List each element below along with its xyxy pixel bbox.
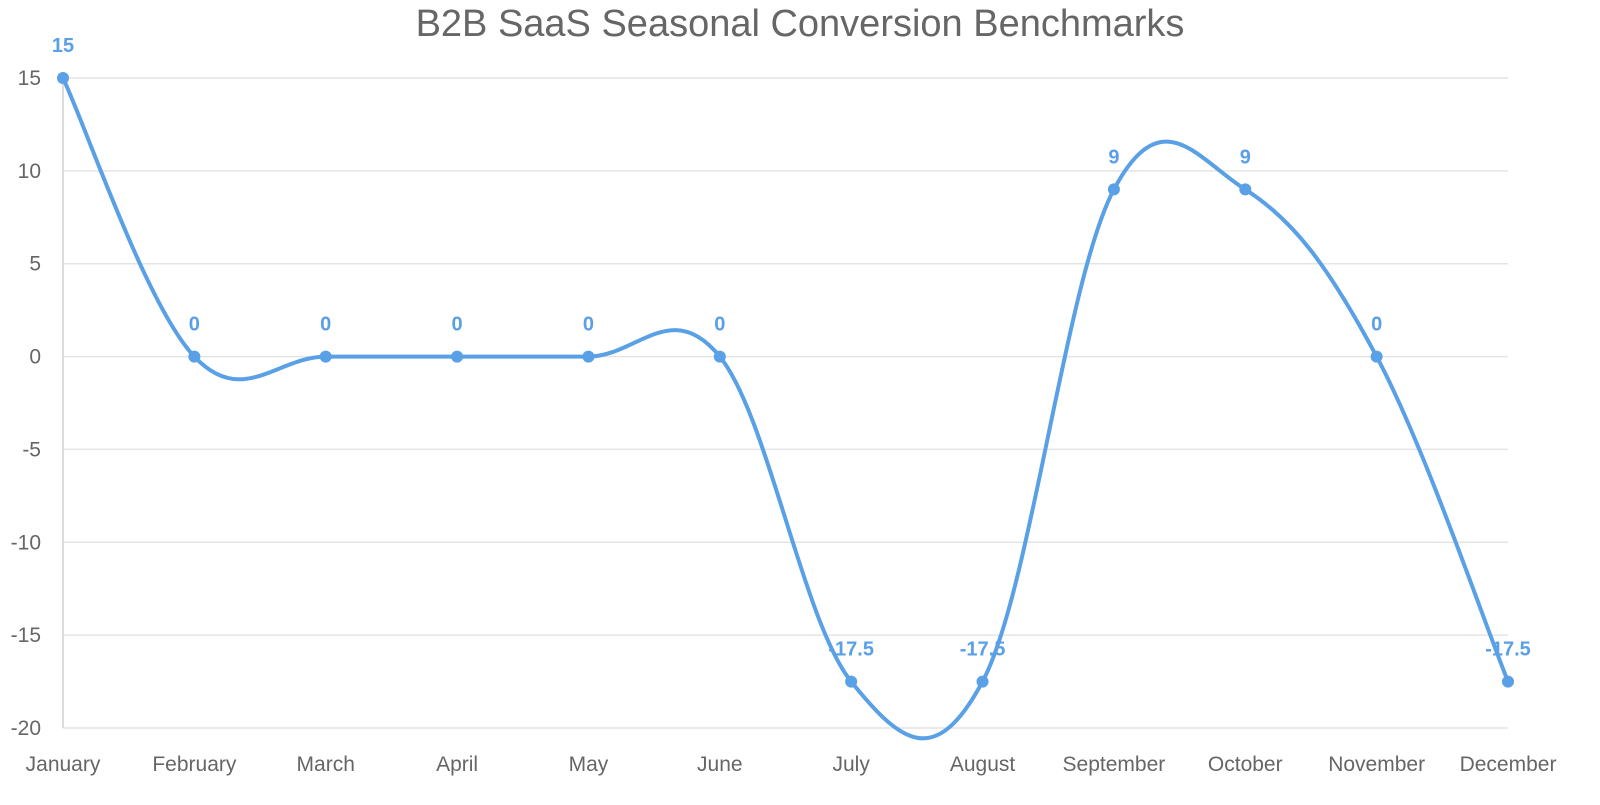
x-tick-label: June bbox=[697, 753, 743, 776]
data-point[interactable] bbox=[1502, 675, 1514, 688]
x-tick-label: January bbox=[26, 753, 101, 776]
x-tick-label: May bbox=[569, 753, 609, 776]
data-label: 0 bbox=[1371, 314, 1382, 336]
y-tick-label: -15 bbox=[11, 624, 41, 647]
data-point[interactable] bbox=[582, 350, 595, 363]
data-label: -17.5 bbox=[828, 639, 874, 661]
data-label: 0 bbox=[714, 314, 725, 336]
series-line bbox=[61, 76, 1510, 741]
data-point[interactable] bbox=[1370, 350, 1383, 363]
y-tick-label: 10 bbox=[18, 160, 41, 183]
data-labels: 15 0 0 0 0 0 -17.5 -17.5 9 9 0 -17.5 bbox=[52, 35, 1531, 661]
y-tick-label: 5 bbox=[29, 253, 41, 276]
y-tick-label: -5 bbox=[22, 438, 41, 461]
x-tick-label: September bbox=[1063, 753, 1166, 776]
x-tick-label: August bbox=[950, 753, 1016, 776]
x-tick-label: November bbox=[1328, 753, 1425, 776]
x-tick-label: December bbox=[1460, 753, 1557, 776]
data-label: 9 bbox=[1240, 146, 1251, 168]
series-layer bbox=[61, 76, 1510, 741]
data-point[interactable] bbox=[188, 350, 201, 363]
data-point[interactable] bbox=[1239, 183, 1252, 196]
data-point[interactable] bbox=[319, 350, 332, 363]
y-tick-label: -20 bbox=[11, 717, 41, 740]
y-tick-label: 15 bbox=[18, 67, 41, 90]
data-point[interactable] bbox=[976, 675, 989, 688]
x-tick-label: February bbox=[152, 753, 237, 776]
y-tick-label: -10 bbox=[11, 531, 41, 554]
y-tick-label: 0 bbox=[29, 346, 41, 369]
data-point[interactable] bbox=[1107, 183, 1120, 196]
y-axis-ticks: 15 10 5 0 -5 -10 -15 -20 bbox=[11, 67, 41, 740]
data-label: 15 bbox=[52, 35, 74, 57]
data-points bbox=[57, 72, 1514, 688]
chart-title: B2B SaaS Seasonal Conversion Benchmarks bbox=[416, 3, 1185, 45]
data-point[interactable] bbox=[451, 350, 464, 363]
data-label: -17.5 bbox=[1485, 639, 1531, 661]
x-axis-ticks: January February March April May June July Augu… bbox=[26, 753, 1557, 776]
data-label: 0 bbox=[189, 314, 200, 336]
x-tick-label: October bbox=[1208, 753, 1283, 776]
data-point[interactable] bbox=[57, 72, 69, 84]
data-label: -17.5 bbox=[960, 639, 1006, 661]
data-label: 0 bbox=[320, 314, 331, 336]
data-point[interactable] bbox=[713, 350, 726, 363]
data-label: 0 bbox=[583, 314, 594, 336]
data-point[interactable] bbox=[845, 675, 858, 688]
x-tick-label: April bbox=[436, 753, 478, 776]
x-tick-label: July bbox=[833, 753, 871, 776]
grid-lines bbox=[62, 77, 1508, 729]
data-label: 9 bbox=[1108, 146, 1119, 168]
data-label: 0 bbox=[452, 314, 463, 336]
x-tick-label: March bbox=[297, 753, 355, 776]
